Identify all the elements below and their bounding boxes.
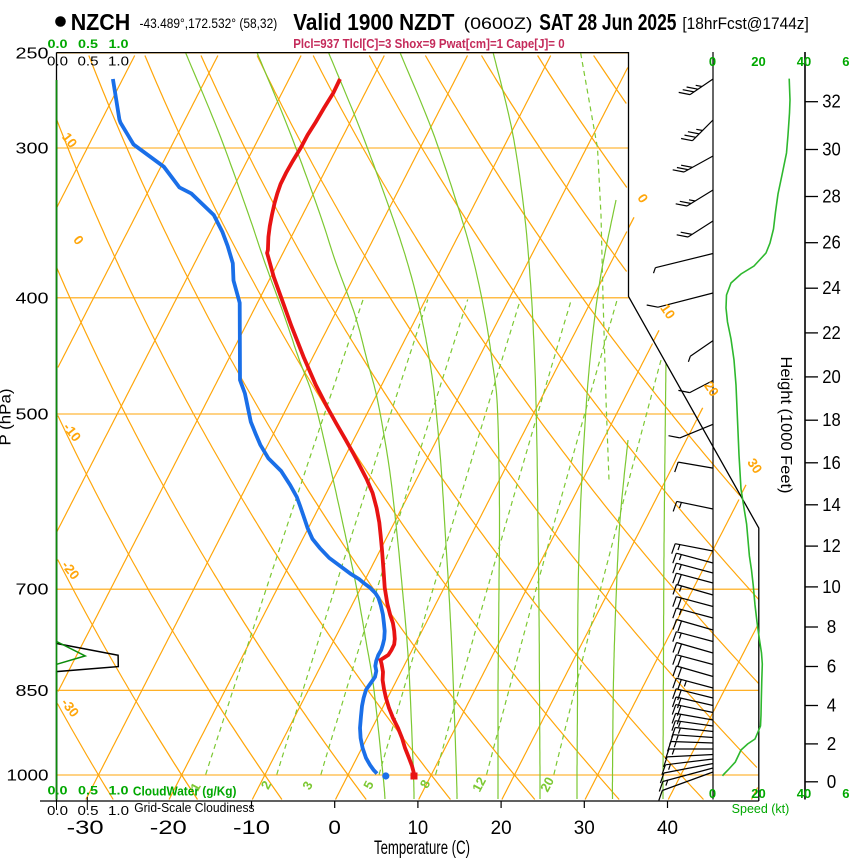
svg-text:20: 20 <box>701 378 722 399</box>
svg-text:2: 2 <box>827 734 837 754</box>
svg-text:0: 0 <box>328 818 341 839</box>
svg-text:30: 30 <box>574 818 595 839</box>
svg-text:-10: -10 <box>233 818 270 839</box>
svg-text:0.0: 0.0 <box>47 804 68 818</box>
svg-text:Valid 1900 NZDT: Valid 1900 NZDT <box>293 9 454 35</box>
svg-text:(0600Z): (0600Z) <box>464 14 533 33</box>
svg-text:[18hrFcst@1744z]: [18hrFcst@1744z] <box>682 15 808 33</box>
svg-text:0.0: 0.0 <box>48 784 68 798</box>
svg-text:4: 4 <box>827 696 837 716</box>
svg-text:Plcl=937 Tlcl[C]=3 Shox=9 Pwat: Plcl=937 Tlcl[C]=3 Shox=9 Pwat[cm]=1 Cap… <box>293 36 564 51</box>
svg-text:250: 250 <box>16 46 49 63</box>
svg-text:0.5: 0.5 <box>78 784 98 798</box>
svg-text:1.0: 1.0 <box>109 37 129 51</box>
svg-text:26: 26 <box>822 233 841 253</box>
svg-text:24: 24 <box>822 278 841 298</box>
svg-text:Temperature (C): Temperature (C) <box>374 838 470 859</box>
svg-text:P (hPa): P (hPa) <box>0 389 15 446</box>
svg-text:12: 12 <box>822 536 841 556</box>
svg-text:20: 20 <box>751 786 765 801</box>
svg-text:10: 10 <box>59 130 80 151</box>
svg-text:10: 10 <box>822 577 841 597</box>
svg-text:12: 12 <box>469 774 489 794</box>
svg-text:Height (1000 Feet): Height (1000 Feet) <box>777 357 794 494</box>
svg-text:28: 28 <box>822 187 841 207</box>
svg-text:40: 40 <box>797 54 811 69</box>
svg-text:40: 40 <box>797 786 811 801</box>
svg-text:10: 10 <box>657 301 678 322</box>
svg-text:0.0: 0.0 <box>47 55 68 69</box>
svg-text:32: 32 <box>822 92 841 112</box>
svg-text:-30: -30 <box>67 818 104 839</box>
svg-text:16: 16 <box>822 453 841 473</box>
svg-text:1.0: 1.0 <box>108 55 129 69</box>
svg-text:60: 60 <box>842 786 850 801</box>
svg-text:0: 0 <box>827 772 837 792</box>
svg-text:0.5: 0.5 <box>78 37 98 51</box>
svg-text:60: 60 <box>842 54 850 69</box>
svg-text:20: 20 <box>751 54 765 69</box>
svg-text:Grid-Scale Cloudiness: Grid-Scale Cloudiness <box>134 800 255 815</box>
svg-text:1.0: 1.0 <box>108 804 129 818</box>
svg-text:6: 6 <box>827 657 837 677</box>
svg-text:10: 10 <box>408 818 429 839</box>
svg-text:500: 500 <box>16 406 49 423</box>
svg-text:0.5: 0.5 <box>78 55 99 69</box>
svg-text:30: 30 <box>744 455 765 476</box>
svg-text:NZCH: NZCH <box>71 9 131 35</box>
svg-text:SAT 28 Jun 2025: SAT 28 Jun 2025 <box>539 9 676 35</box>
svg-text:400: 400 <box>16 290 49 307</box>
svg-text:-20: -20 <box>150 818 187 839</box>
svg-text:30: 30 <box>822 140 841 160</box>
svg-text:1.0: 1.0 <box>109 784 129 798</box>
svg-text:0: 0 <box>709 54 716 69</box>
svg-text:14: 14 <box>822 495 841 515</box>
svg-text:Speed (kt): Speed (kt) <box>732 802 790 816</box>
svg-text:20: 20 <box>491 818 512 839</box>
svg-text:850: 850 <box>16 683 49 700</box>
svg-text:-43.489°,172.532° (58,32): -43.489°,172.532° (58,32) <box>140 16 278 31</box>
svg-text:300: 300 <box>16 140 49 157</box>
svg-text:0.5: 0.5 <box>78 804 99 818</box>
svg-text:20: 20 <box>822 367 841 387</box>
svg-text:22: 22 <box>822 323 841 343</box>
svg-text:CloudWater (g/Kg): CloudWater (g/Kg) <box>133 784 237 799</box>
svg-text:1000: 1000 <box>7 767 49 784</box>
svg-text:20: 20 <box>537 774 557 794</box>
svg-text:18: 18 <box>822 410 841 430</box>
svg-text:8: 8 <box>827 617 837 637</box>
svg-text:40: 40 <box>657 818 678 839</box>
svg-text:0.0: 0.0 <box>48 37 68 51</box>
svg-text:700: 700 <box>16 582 49 599</box>
svg-text:0: 0 <box>709 786 716 801</box>
